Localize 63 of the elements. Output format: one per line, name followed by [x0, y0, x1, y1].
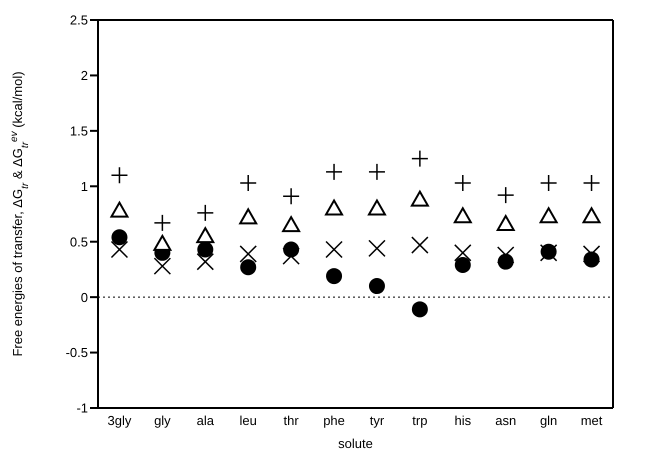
x-tick-label: leu — [240, 413, 257, 428]
point — [325, 240, 343, 258]
point — [325, 199, 344, 216]
point — [582, 245, 600, 263]
point — [110, 240, 128, 258]
point — [154, 214, 172, 232]
y-tick-label: 1 — [80, 178, 88, 194]
point — [410, 190, 429, 207]
x-tick-label: met — [580, 413, 603, 428]
point — [496, 186, 514, 204]
x-tick-label: 3gly — [108, 413, 132, 428]
y-tick-label: 0 — [80, 290, 88, 305]
y-tick-label: 1.5 — [70, 123, 88, 138]
point — [325, 163, 343, 181]
point — [496, 246, 514, 264]
x-tick-label: tyr — [370, 413, 385, 428]
y-tick-label: -1 — [76, 400, 88, 416]
point — [540, 207, 558, 224]
point — [110, 202, 128, 218]
point — [197, 241, 214, 258]
y-tick-label: 2.5 — [70, 12, 88, 28]
point — [540, 174, 558, 192]
point — [239, 208, 258, 224]
point — [239, 245, 257, 263]
point — [239, 174, 257, 192]
y-tick-label: 2 — [80, 68, 88, 84]
x-tick-label: phe — [323, 413, 345, 428]
point — [154, 257, 172, 275]
y-tick-label: -0.5 — [66, 345, 88, 360]
x-tick-label: trp — [412, 413, 428, 428]
point — [240, 259, 256, 276]
point — [454, 244, 472, 262]
point — [454, 256, 471, 273]
point — [282, 188, 300, 206]
point — [196, 252, 214, 270]
x-tick-label: his — [454, 413, 472, 428]
point — [110, 166, 128, 184]
point — [153, 234, 172, 251]
point — [411, 236, 429, 254]
x-tick-label: ala — [196, 413, 215, 428]
point — [282, 216, 300, 232]
point — [368, 240, 386, 258]
point — [411, 150, 429, 168]
point — [368, 278, 385, 294]
point — [196, 204, 214, 222]
point — [496, 214, 515, 231]
point — [282, 247, 300, 265]
point — [454, 174, 472, 192]
point — [454, 207, 472, 224]
x-tick-label: gly — [154, 413, 172, 428]
x-tick-label: gln — [540, 413, 558, 428]
y-tick-label: 0.5 — [70, 234, 88, 250]
point — [368, 199, 386, 216]
x-axis-title: solute — [338, 436, 373, 451]
x-tick-label: asn — [495, 413, 516, 428]
point — [582, 174, 600, 192]
x-tick-label: thr — [284, 413, 300, 428]
point — [582, 207, 601, 224]
point — [111, 229, 128, 246]
point — [368, 163, 386, 181]
point — [326, 268, 342, 284]
point — [196, 227, 214, 244]
point — [412, 301, 428, 318]
